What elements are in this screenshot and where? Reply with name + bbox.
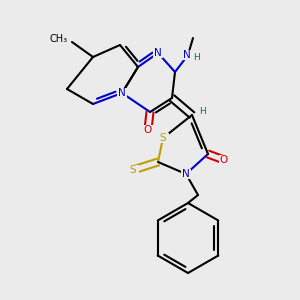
Text: S: S [160,133,166,143]
Text: S: S [130,165,136,175]
Text: N: N [182,169,190,179]
Text: H: H [199,106,206,116]
Text: N: N [118,88,126,98]
Text: O: O [144,125,152,135]
Text: N: N [183,50,191,60]
Text: H: H [193,53,200,62]
FancyBboxPatch shape [183,50,193,60]
FancyBboxPatch shape [157,133,169,143]
Text: CH₃: CH₃ [50,34,68,44]
FancyBboxPatch shape [127,165,139,175]
FancyBboxPatch shape [181,169,191,179]
FancyBboxPatch shape [153,48,163,58]
FancyBboxPatch shape [219,155,229,165]
Text: O: O [220,155,228,165]
Text: N: N [154,48,162,58]
FancyBboxPatch shape [117,88,127,98]
FancyBboxPatch shape [143,125,153,135]
